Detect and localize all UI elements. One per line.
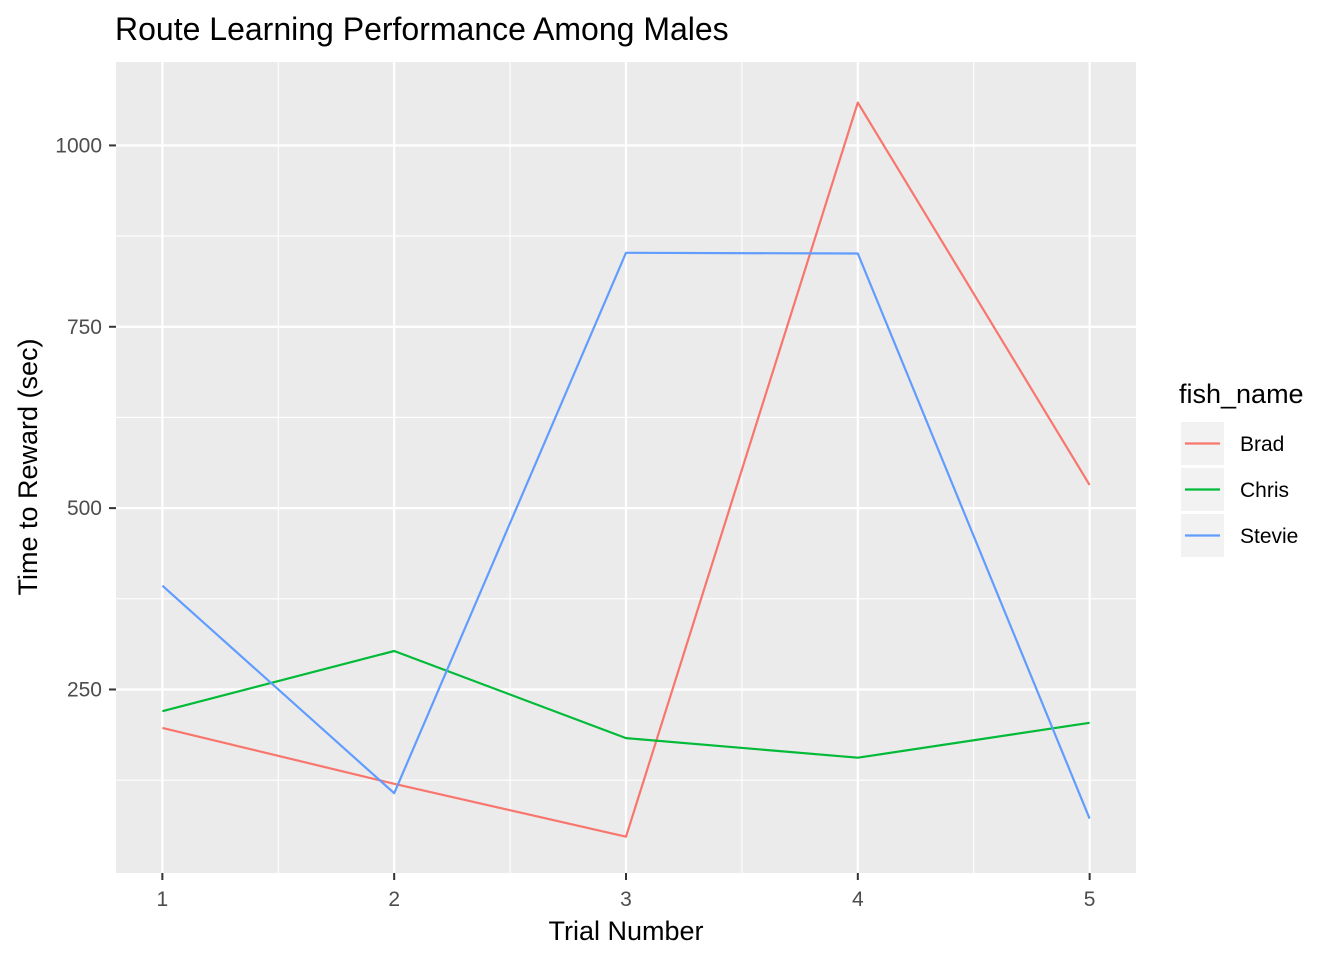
legend-item: Brad	[1181, 422, 1284, 465]
x-axis: 1 2 3 4 5	[157, 873, 1096, 911]
series-line-chris	[162, 649, 1090, 759]
series-line-brad	[162, 101, 1091, 838]
legend-label: Brad	[1240, 433, 1284, 456]
legend-label: Stevie	[1240, 525, 1298, 548]
x-tick-label: 4	[852, 888, 864, 911]
y-tick-label: 500	[67, 497, 102, 520]
legend: fish_name Brad Chris Stevie	[1179, 379, 1304, 557]
x-tick-label: 3	[620, 888, 632, 911]
series-lines	[161, 101, 1091, 838]
x-tick-label: 5	[1084, 888, 1096, 911]
x-tick-label: 1	[157, 888, 169, 911]
y-axis-title: Time to Reward (sec)	[13, 338, 43, 595]
series-line-stevie	[161, 251, 1091, 820]
legend-item: Chris	[1181, 468, 1289, 511]
chart-title: Route Learning Performance Among Males	[115, 11, 729, 47]
legend-item: Stevie	[1181, 514, 1298, 557]
x-axis-title: Trial Number	[548, 916, 703, 946]
y-tick-label: 250	[67, 678, 102, 701]
y-axis: 250 500 750 1000	[55, 134, 116, 701]
x-tick-label: 2	[388, 888, 400, 911]
y-tick-label: 750	[67, 316, 102, 339]
legend-label: Chris	[1240, 479, 1289, 502]
legend-title: fish_name	[1179, 379, 1304, 409]
y-tick-label: 1000	[55, 134, 102, 157]
